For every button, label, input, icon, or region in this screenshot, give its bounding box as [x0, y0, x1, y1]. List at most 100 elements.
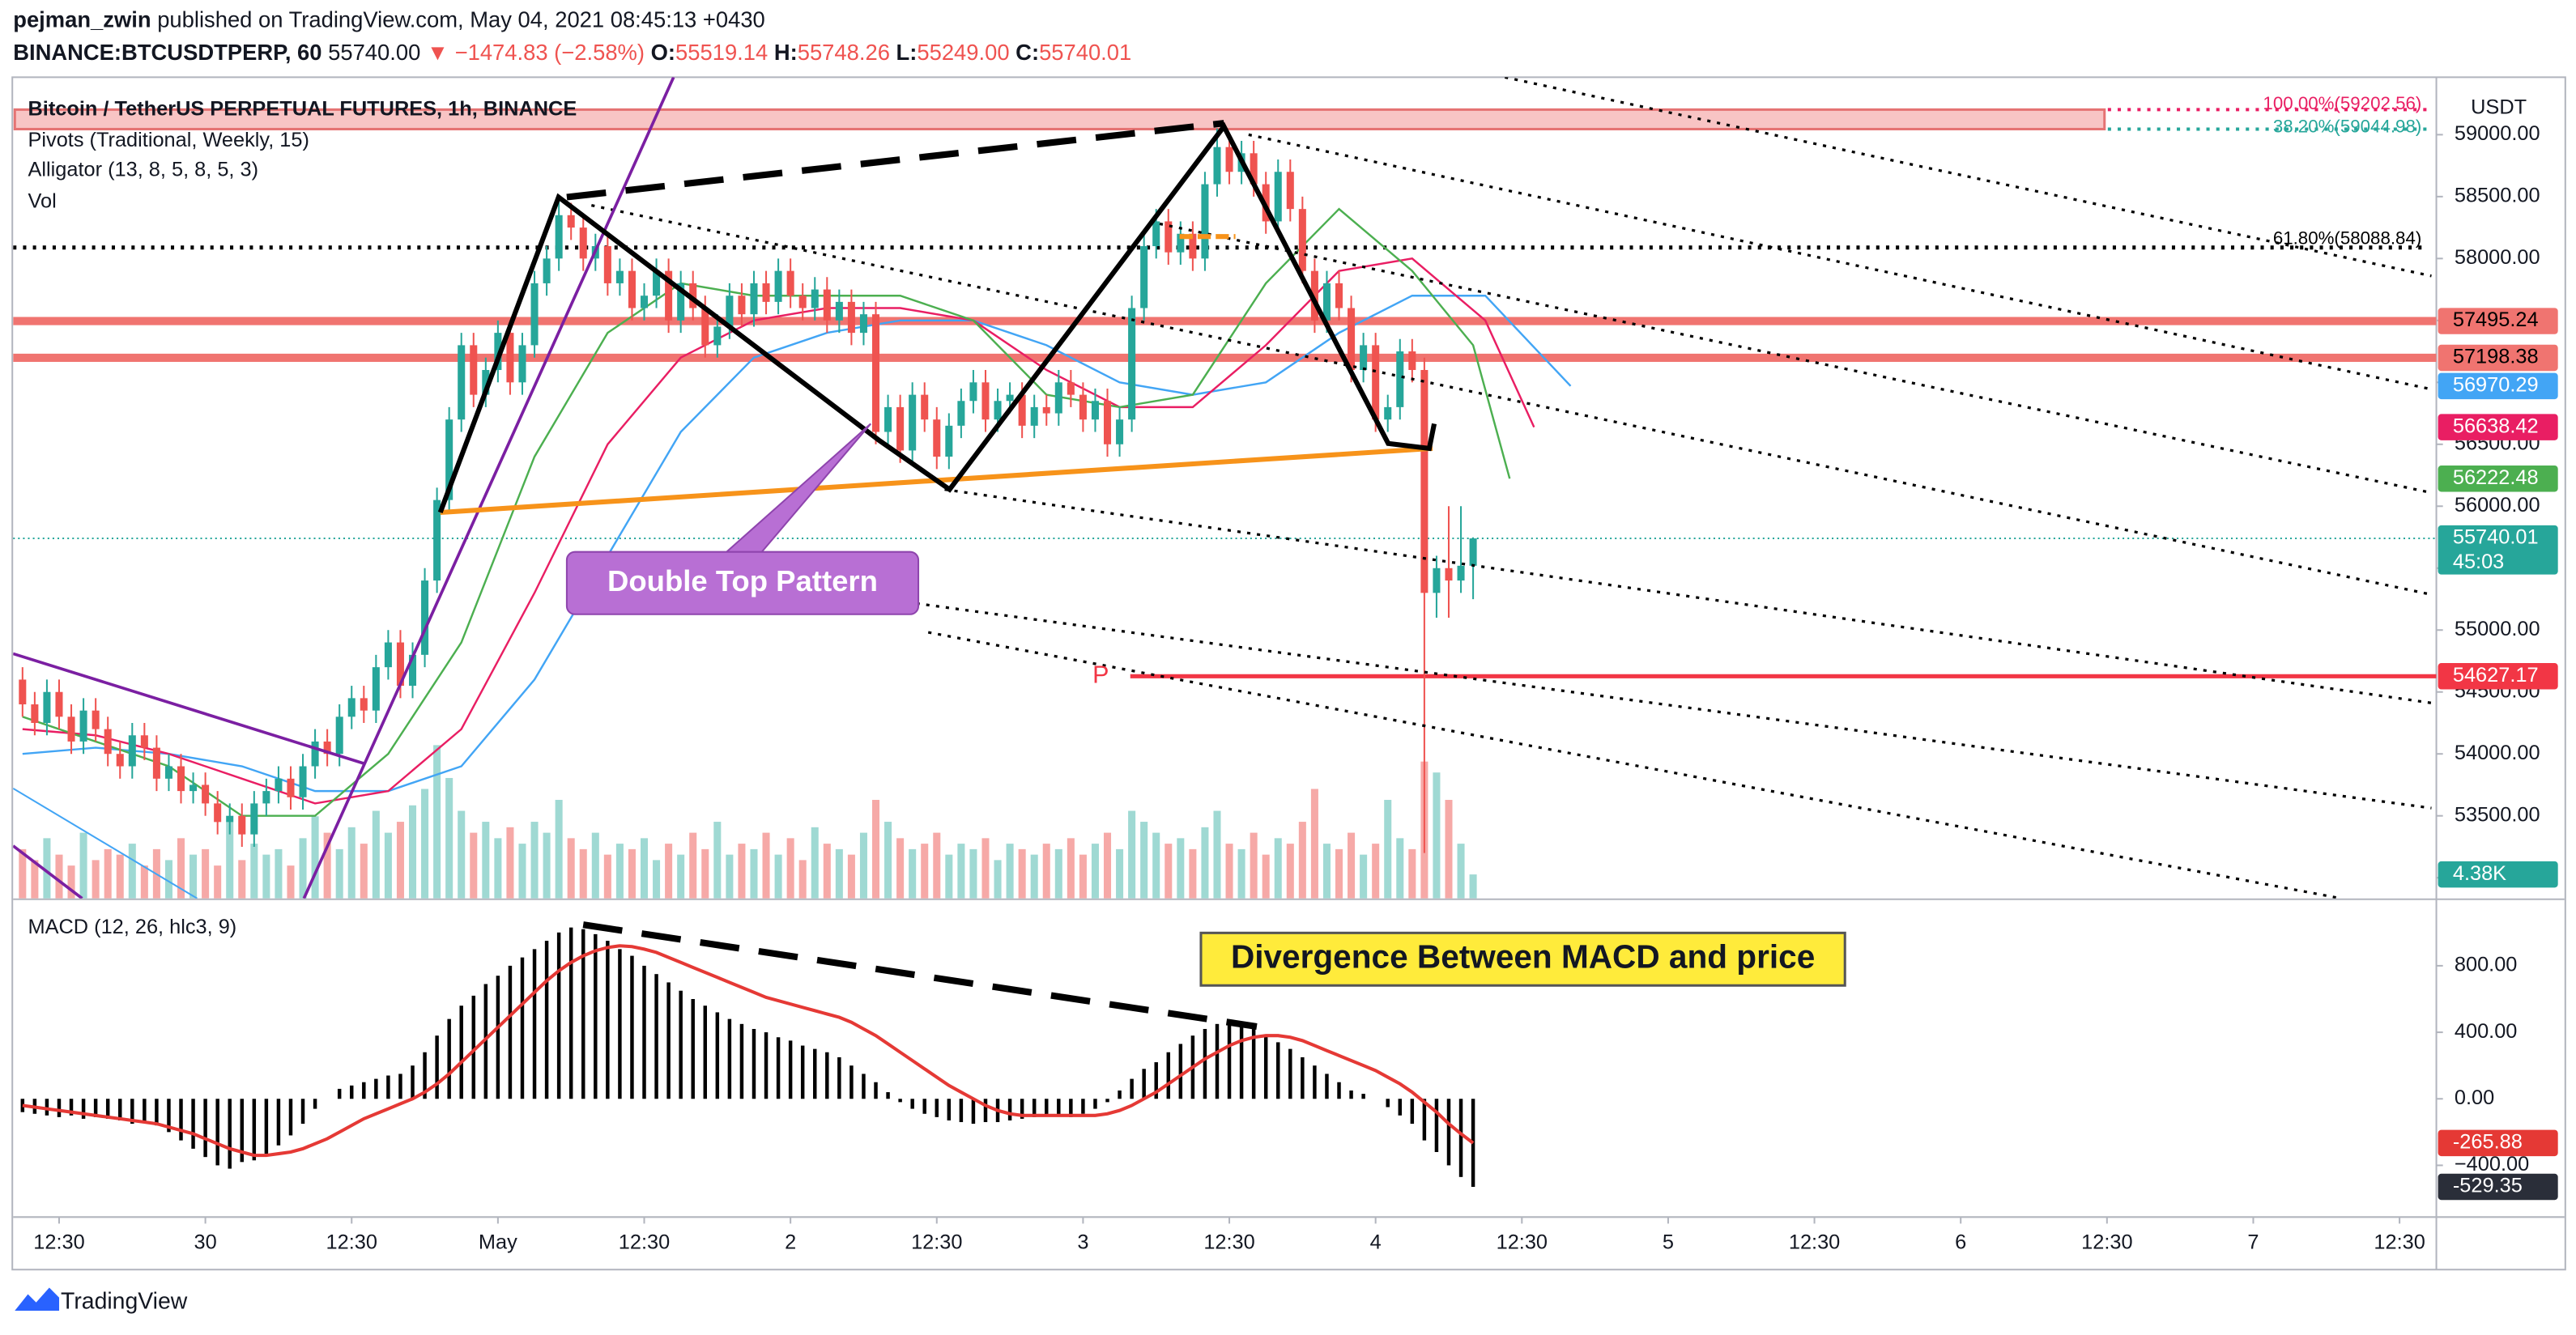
- candle-body: [1140, 246, 1148, 308]
- macd-bar: [496, 976, 500, 1099]
- candle-body: [458, 345, 466, 420]
- macd-bar: [483, 984, 488, 1099]
- volume-bar: [128, 844, 136, 899]
- macd-bar: [118, 1099, 122, 1120]
- macd-bar: [935, 1099, 939, 1117]
- price-badge: [2438, 344, 2558, 372]
- candle-body: [31, 704, 39, 723]
- candle-body: [981, 382, 990, 420]
- macd-dashed-line: [582, 921, 1258, 1030]
- candle-body: [164, 766, 172, 779]
- candle-body: [762, 283, 770, 302]
- volume-bar: [1189, 848, 1197, 899]
- fib-label: 61.80%(58088.84): [2273, 227, 2421, 248]
- macd-bar: [423, 1052, 427, 1099]
- macd-bar: [568, 927, 573, 1099]
- channel-line: [1504, 77, 2432, 278]
- macd-tick-label: 0.00: [2455, 1086, 2494, 1109]
- macd-bar: [130, 1099, 134, 1125]
- candle-body: [104, 729, 112, 755]
- candle-body: [299, 766, 307, 797]
- candle-body: [250, 803, 258, 835]
- indicator-label: Vol: [28, 189, 56, 212]
- x-tick-label: 12:30: [33, 1231, 84, 1253]
- macd-bar: [398, 1074, 402, 1099]
- volume-bar: [701, 848, 709, 899]
- macd-bar: [666, 982, 671, 1099]
- candle-body: [628, 270, 636, 308]
- macd-bar: [898, 1099, 902, 1103]
- candle-body: [1067, 382, 1075, 395]
- volume-bar: [750, 848, 758, 899]
- volume-bar: [262, 854, 270, 899]
- volume-bar: [482, 822, 490, 899]
- macd-bar: [874, 1082, 878, 1099]
- price-badge: [2438, 308, 2558, 334]
- candle-body: [128, 735, 136, 767]
- volume-bar: [55, 854, 63, 899]
- candle-body: [786, 270, 794, 296]
- volume-bar: [847, 854, 855, 899]
- candle-body: [640, 295, 649, 308]
- price-badge-label: 56222.48: [2453, 466, 2539, 489]
- candle-body: [1165, 221, 1173, 253]
- price-badge: [2438, 414, 2558, 440]
- macd-bar: [1093, 1099, 1097, 1109]
- volume-bar: [957, 844, 965, 899]
- candle-body: [871, 314, 880, 432]
- macd-bar: [594, 933, 598, 1099]
- c: 55740.01: [1039, 40, 1131, 65]
- candle-body: [896, 406, 905, 451]
- candle-body: [67, 716, 75, 742]
- price-badge-label: 56638.42: [2453, 415, 2539, 437]
- change: ▼ −1474.83 (−2.58%): [427, 40, 645, 65]
- macd-bar: [630, 955, 634, 1099]
- candle-body: [1348, 308, 1356, 371]
- volume-bar: [287, 865, 295, 899]
- trend-line: [302, 77, 675, 899]
- macd-bar: [800, 1045, 805, 1099]
- volume-bar: [177, 838, 185, 899]
- x-tick-label: 12:30: [1789, 1231, 1840, 1253]
- x-tick-label: 12:30: [1203, 1231, 1254, 1253]
- macd-bar: [727, 1018, 732, 1099]
- volume-bar: [445, 777, 453, 899]
- macd-bar: [228, 1099, 232, 1169]
- volume-bar: [79, 832, 87, 899]
- volume-bar: [896, 838, 905, 899]
- macd-bar: [471, 995, 476, 1099]
- macd-bar: [654, 974, 658, 1099]
- macd-bar: [971, 1099, 976, 1125]
- macd-bar: [1057, 1099, 1061, 1116]
- candle-body: [482, 370, 490, 395]
- volume-bar: [726, 854, 734, 899]
- volume-bar: [1310, 789, 1318, 899]
- volume-bar: [1335, 848, 1343, 899]
- candle-body: [1042, 406, 1050, 414]
- trend-line: [13, 652, 365, 766]
- candle-body: [933, 419, 941, 457]
- candle-body: [262, 791, 270, 804]
- x-tick-label: 12:30: [2081, 1231, 2132, 1253]
- macd-bar: [1007, 1099, 1012, 1120]
- macd-bar: [350, 1085, 354, 1099]
- macd-bar: [849, 1065, 854, 1099]
- macd-bar: [1263, 1035, 1268, 1099]
- x-tick-label: 3: [1077, 1231, 1088, 1253]
- candle-body: [1372, 345, 1380, 420]
- candle-body: [665, 270, 673, 321]
- macd-bar: [739, 1023, 744, 1099]
- macd-bar: [813, 1048, 817, 1099]
- candle-body: [1213, 147, 1221, 185]
- x-tick-label: 12:30: [2374, 1231, 2425, 1253]
- candle-body: [408, 654, 417, 687]
- volume-bar: [713, 822, 722, 899]
- macd-bar: [1422, 1099, 1427, 1141]
- macd-bar: [1313, 1065, 1317, 1099]
- x-tick-label: 6: [1955, 1231, 1966, 1253]
- macd-bar: [691, 998, 695, 1099]
- candle-body: [347, 698, 356, 717]
- macd-bar: [374, 1078, 378, 1099]
- volume-bar: [458, 810, 466, 899]
- macd-bar: [435, 1035, 439, 1099]
